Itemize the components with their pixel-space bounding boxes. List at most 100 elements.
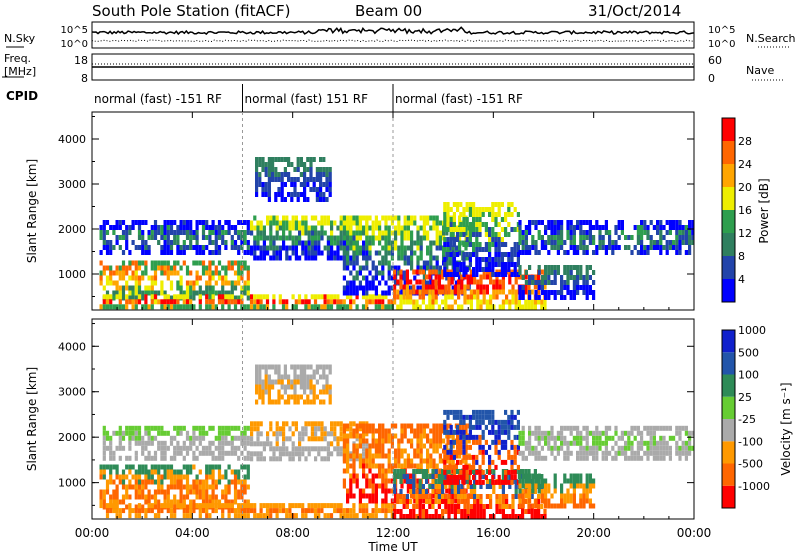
heatmap-cell [528,250,532,255]
heatmap-cell [446,227,450,232]
heatmap-cell [412,514,416,519]
heatmap-cell [243,290,247,296]
heatmap-cell [243,499,247,505]
heatmap-cell [153,450,158,456]
heatmap-cell [211,294,215,300]
heatmap-cell [579,455,583,461]
heatmap-cell [394,265,398,271]
heatmap-cell [464,230,468,236]
heatmap-cell [390,285,394,291]
heatmap-cell [691,430,695,436]
heatmap-cell [390,299,394,305]
heatmap-cell [259,225,263,231]
heatmap-cell [688,440,692,446]
heatmap-cell [269,235,273,241]
heatmap-cell [166,225,170,230]
heatmap-cell [365,280,369,286]
station-title: South Pole Station (fitACF) [92,2,290,20]
heatmap-cell [352,513,356,519]
heatmap-cell [484,247,488,252]
heatmap-cell [431,284,435,290]
heatmap-cell [160,250,164,255]
heatmap-cell [484,257,488,262]
heatmap-cell [410,265,414,271]
heatmap-cell [296,192,300,197]
heatmap-cell [518,493,522,499]
heatmap-cell [128,464,132,470]
heatmap-cell [189,280,193,286]
heatmap-cell [237,479,241,485]
heatmap-cell [387,478,391,484]
heatmap-cell [233,494,238,500]
heatmap-cell [572,493,576,499]
heatmap-cell [475,212,479,217]
heatmap-cell [598,245,602,250]
heatmap-cell [684,430,688,436]
heatmap-cell [566,440,570,446]
heatmap-cell [102,499,106,505]
heatmap-cell [352,448,356,454]
heatmap-cell [384,260,388,266]
heatmap-cell [306,374,310,380]
heatmap-cell [365,458,369,464]
heatmap-cell [230,280,234,286]
heatmap-cell [301,446,305,452]
heatmap-cell [208,440,212,446]
heatmap-cell [422,265,426,271]
heatmap-cell [141,508,145,514]
heatmap-cell [517,469,521,474]
heatmap-cell [393,269,397,275]
heatmap-cell [147,290,151,296]
heatmap-cell [163,304,167,310]
heatmap-cell [462,242,466,247]
heatmap-cell [224,425,228,431]
heatmap-cell [547,250,551,255]
heatmap-cell [358,423,362,429]
heatmap-cell [272,456,276,462]
heatmap-cell [465,464,469,470]
heatmap-cell [346,245,350,251]
heatmap-cell [524,250,528,255]
heatmap-cell [390,508,394,514]
heatmap-cell [304,508,308,514]
heatmap-cell [173,455,177,461]
heatmap-cell [176,450,180,456]
heatmap-cell [646,445,650,451]
heatmap-cell [416,255,420,261]
heatmap-cell [428,274,432,280]
heatmap-cell [592,250,596,255]
heatmap-cell [176,230,180,235]
heatmap-cell [352,299,356,305]
heatmap-cell [211,425,215,431]
heatmap-cell [429,265,433,271]
heatmap-cell [462,207,466,212]
heatmap-cell [500,272,504,277]
heatmap-cell [459,222,463,227]
heatmap-cell [141,479,145,485]
heatmap-cell [192,479,196,485]
heatmap-cell [147,230,151,235]
heatmap-cell [208,445,212,451]
heatmap-cell [277,394,281,400]
heatmap-cell [528,450,532,456]
heatmap-cell [342,275,346,281]
heatmap-cell [374,294,378,300]
heatmap-cell [317,240,321,246]
heatmap-cell [390,468,394,474]
heatmap-cell [550,280,554,285]
heatmap-cell [488,409,492,415]
heatmap-cell [362,488,366,494]
heatmap-cell [266,235,270,241]
heatmap-cell [198,508,202,514]
heatmap-cell [652,455,656,461]
heatmap-cell [137,503,142,509]
heatmap-cell [381,260,385,266]
heatmap-cell [259,235,263,241]
heatmap-cell [466,274,470,280]
heatmap-cell [421,474,425,479]
heatmap-cell [272,240,276,246]
heatmap-cell [285,215,289,221]
heatmap-cell [205,450,209,456]
heatmap-cell [530,514,534,519]
heatmap-cell [550,265,554,270]
